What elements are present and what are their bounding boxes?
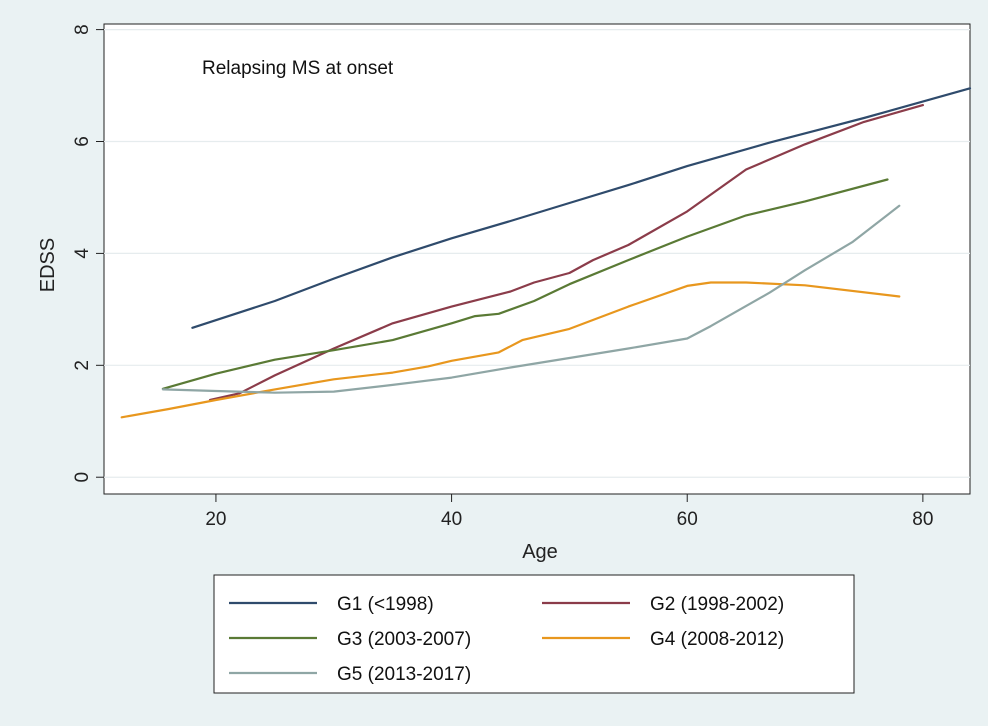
chart-annotation: Relapsing MS at onset	[202, 58, 394, 79]
x-axis-title: Age	[522, 541, 558, 563]
series-line-g1	[191, 87, 972, 329]
legend-label-g4: G4 (2008-2012)	[650, 629, 784, 650]
y-tick-label-4: 4	[72, 248, 93, 259]
x-tick-label-60: 60	[677, 509, 698, 530]
legend-label-g1: G1 (<1998)	[337, 594, 434, 615]
legend-label-g5: G5 (2013-2017)	[337, 664, 471, 685]
legend-label-g2: G2 (1998-2002)	[650, 594, 784, 615]
y-tick-label-2: 2	[72, 360, 93, 371]
y-tick-label-8: 8	[72, 24, 93, 35]
series-line-g5	[161, 204, 901, 394]
plot-area	[103, 23, 971, 495]
x-tick-label-20: 20	[205, 509, 226, 530]
series-line-g3	[161, 178, 889, 390]
legend: G1 (<1998) G2 (1998-2002) G3 (2003-2007) G4…	[213, 574, 855, 694]
x-tick-label-40: 40	[441, 509, 462, 530]
y-tick-label-6: 6	[72, 136, 93, 147]
legend-label-g3: G3 (2003-2007)	[337, 629, 471, 650]
series-lines	[120, 87, 972, 419]
series-line-g2	[208, 104, 924, 402]
y-axis-title: EDSS	[37, 238, 59, 292]
x-tick-label-80: 80	[912, 509, 933, 530]
y-tick-label-0: 0	[72, 472, 93, 483]
axes: 0 2 4 6 8 20 40 60 80	[72, 24, 933, 530]
legend-box	[213, 574, 855, 694]
